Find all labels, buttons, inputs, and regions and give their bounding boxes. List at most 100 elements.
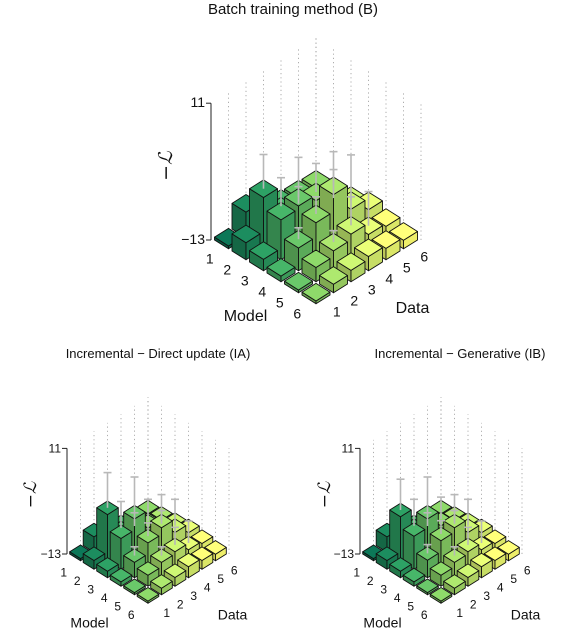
bar [416, 578, 439, 596]
bar-face-top [402, 567, 426, 583]
bar-face-top [443, 574, 466, 589]
bar-face-top [150, 574, 173, 589]
error-bars [396, 476, 486, 556]
bar-face-top [483, 546, 507, 561]
bar [301, 282, 331, 305]
bar [443, 574, 466, 596]
bar [190, 546, 214, 570]
model-tick-label: 1 [60, 565, 67, 579]
data-tick-label: 4 [497, 580, 504, 594]
bar-face-top [109, 524, 133, 539]
model-tick-label: 3 [241, 273, 249, 289]
z-tick-label: 11 [342, 441, 355, 455]
model-tick-label: 3 [380, 582, 387, 596]
bar-face-top [136, 587, 160, 602]
data-axis-label: Data [511, 607, 541, 623]
bar-face-top [375, 546, 399, 561]
data-tick-label: 2 [350, 293, 358, 309]
bar-face-top [483, 529, 507, 544]
error-bars [259, 150, 373, 243]
bar-face-top [371, 208, 401, 227]
bar-face-top [266, 201, 296, 221]
model-tick-label: 6 [293, 306, 301, 322]
chart-2: Incremental − Direct update (IA)−1311−ℒ1… [21, 346, 250, 631]
chart-title: Incremental − Generative (IB) [375, 346, 546, 361]
data-tick-label: 4 [385, 271, 393, 287]
model-tick-label: 2 [367, 574, 374, 588]
data-axis-label: Data [396, 300, 430, 317]
bars [214, 170, 418, 305]
z-tick-label: −13 [181, 231, 205, 247]
bar-face-top [284, 271, 313, 291]
z-axis-label: −ℒ [315, 481, 335, 508]
data-axis-label: Data [218, 607, 248, 623]
bar-face-top [249, 241, 278, 260]
bar-face-top [371, 230, 401, 249]
model-axis-label: Model [363, 615, 401, 631]
bar-face-top [96, 557, 119, 572]
z-tick-label: 11 [190, 94, 205, 110]
bar-face-top [389, 557, 412, 572]
bar-face-top [177, 552, 200, 568]
model-axis-label: Model [70, 615, 108, 631]
bar [249, 241, 278, 272]
grid-lines [210, 37, 422, 240]
bar-face-top [497, 540, 520, 555]
bar-face-top [123, 578, 146, 594]
model-tick-label: 2 [223, 262, 231, 278]
bar-face-top [109, 567, 133, 583]
bar-face-top [301, 249, 331, 268]
z-tick-label: −13 [41, 547, 62, 561]
model-tick-label: 5 [407, 599, 414, 613]
model-tick-label: 3 [87, 582, 94, 596]
bar-face-top [163, 563, 187, 578]
data-tick-label: 3 [190, 589, 197, 603]
bar [319, 266, 348, 294]
bar-face-top [429, 561, 453, 576]
bar [163, 563, 187, 587]
model-tick-label: 4 [101, 591, 108, 605]
model-tick-label: 6 [421, 608, 428, 622]
data-tick-label: 2 [470, 597, 477, 611]
bar-face-top [389, 222, 418, 241]
model-tick-label: 1 [353, 565, 360, 579]
data-tick-label: 4 [204, 580, 211, 594]
model-tick-label: 4 [394, 591, 401, 605]
bar-face-top [336, 252, 366, 271]
bar-face-top [266, 258, 296, 277]
z-tick-label: −13 [334, 547, 355, 561]
bar-face-top [470, 552, 493, 568]
bar-face-top [301, 282, 331, 302]
bar-face-top [231, 224, 261, 244]
bar-face-top [402, 522, 426, 537]
bar [82, 546, 106, 570]
model-tick-label: 6 [128, 608, 135, 622]
bar [266, 258, 296, 283]
model-tick-label: 5 [114, 599, 121, 613]
data-tick-label: 3 [483, 589, 490, 603]
chart-3: Incremental − Generative (IB)−1311−ℒ1122… [315, 346, 545, 631]
bar-face-top [190, 529, 214, 544]
data-tick-label: 6 [231, 563, 238, 577]
bar [123, 578, 146, 596]
z-axis-label: −ℒ [155, 150, 177, 181]
bar [136, 587, 160, 604]
model-tick-label: 2 [74, 574, 81, 588]
z-axis-label: −ℒ [21, 481, 41, 508]
bar-face-top [82, 546, 106, 561]
bar [429, 587, 453, 604]
data-tick-label: 5 [403, 260, 411, 276]
chart-title: Batch training method (B) [208, 1, 378, 18]
z-tick-label: 11 [49, 441, 62, 455]
bar-face-top [456, 563, 480, 578]
bar [150, 574, 173, 596]
data-tick-label: 1 [163, 606, 170, 620]
model-axis-label: Model [224, 308, 268, 325]
model-tick-label: 4 [258, 284, 266, 300]
bar [354, 238, 383, 272]
data-tick-label: 1 [456, 606, 463, 620]
chart-title: Incremental − Direct update (IA) [66, 346, 251, 361]
data-tick-label: 2 [177, 597, 184, 611]
